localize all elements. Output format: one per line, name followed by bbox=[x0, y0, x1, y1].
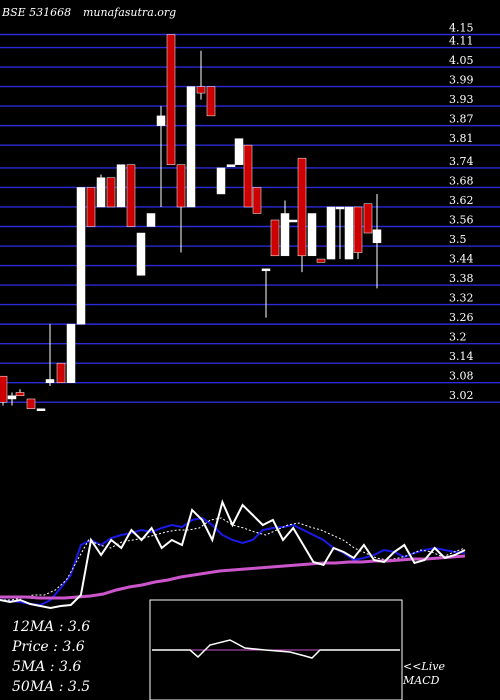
y-tick-label: 3.5 bbox=[449, 233, 467, 246]
candle-body bbox=[372, 229, 382, 244]
candle-body bbox=[126, 164, 136, 227]
candle-body bbox=[36, 408, 46, 411]
candle-body bbox=[216, 167, 226, 195]
candle-body bbox=[166, 34, 176, 165]
candle-body bbox=[66, 323, 76, 383]
candle-body bbox=[186, 86, 196, 208]
candle-body bbox=[176, 164, 186, 208]
candle-body bbox=[136, 232, 146, 276]
y-tick-label: 3.26 bbox=[449, 311, 474, 324]
legend-price: Price : 3.6 bbox=[11, 639, 85, 655]
candle-body bbox=[288, 219, 298, 223]
candle-body bbox=[156, 115, 166, 126]
legend-5ma: 5MA : 3.6 bbox=[12, 659, 81, 675]
candle-body bbox=[76, 187, 86, 325]
y-tick-label: 3.08 bbox=[449, 370, 474, 383]
candle-body bbox=[106, 177, 116, 208]
legend-50ma: 50MA : 3.5 bbox=[12, 679, 90, 695]
candle-body bbox=[326, 206, 336, 260]
candle-body bbox=[252, 187, 262, 214]
candle-body bbox=[226, 164, 236, 167]
live-label: <<Live bbox=[403, 660, 445, 673]
candle-body bbox=[344, 206, 354, 260]
candle-body bbox=[297, 157, 307, 257]
symbol-label: BSE 531668 bbox=[1, 6, 71, 19]
candle-body bbox=[363, 203, 373, 234]
candle-body bbox=[234, 138, 244, 165]
y-tick-label: 3.93 bbox=[449, 93, 474, 106]
candle-body bbox=[56, 362, 66, 383]
candle-body bbox=[0, 375, 8, 403]
candle-body bbox=[45, 379, 55, 383]
y-tick-label: 3.02 bbox=[449, 389, 474, 402]
site-label: munafasutra.org bbox=[83, 6, 176, 19]
candle-body bbox=[7, 395, 17, 400]
ma-line-12ma bbox=[0, 516, 466, 607]
candle-body bbox=[206, 86, 216, 117]
moving-average-lines bbox=[0, 498, 466, 610]
y-tick-label: 4.05 bbox=[449, 54, 474, 67]
candlestick-series bbox=[0, 34, 382, 411]
macd-panel bbox=[152, 639, 400, 659]
candle-body bbox=[96, 177, 106, 208]
y-tick-label: 3.2 bbox=[449, 331, 467, 344]
price-line bbox=[0, 498, 466, 610]
candle-body bbox=[307, 213, 317, 257]
y-tick-label: 3.99 bbox=[449, 74, 474, 87]
y-tick-label: 4.15 bbox=[449, 22, 474, 35]
y-tick-label: 3.81 bbox=[449, 132, 474, 145]
y-tick-label: 4.11 bbox=[449, 35, 474, 48]
candle-body bbox=[86, 187, 96, 227]
candle-body bbox=[316, 258, 326, 263]
macd-label: MACD bbox=[402, 674, 440, 687]
candle-body bbox=[243, 144, 253, 208]
candle-body bbox=[15, 392, 25, 396]
y-tick-label: 3.32 bbox=[449, 292, 474, 305]
candle-body bbox=[146, 213, 156, 227]
candle-body bbox=[353, 206, 363, 253]
macd-line bbox=[152, 639, 400, 659]
candle-body bbox=[270, 219, 280, 257]
y-axis-ticks: 4.154.11 4.05 3.99 3.93 3.87 3.81 3.74 3.68 3.62… bbox=[449, 22, 474, 403]
y-tick-label: 3.14 bbox=[449, 350, 474, 363]
y-tick-label: 3.74 bbox=[449, 155, 474, 168]
candle-body bbox=[280, 213, 290, 257]
candle-body bbox=[261, 268, 271, 272]
y-tick-label: 3.68 bbox=[449, 174, 474, 187]
candle-body bbox=[26, 398, 36, 409]
candle-body bbox=[335, 206, 345, 210]
y-tick-label: 3.87 bbox=[449, 113, 474, 126]
candle-body bbox=[196, 86, 206, 94]
y-tick-label: 3.44 bbox=[449, 253, 474, 266]
y-tick-label: 3.56 bbox=[449, 214, 474, 227]
y-tick-label: 3.62 bbox=[449, 194, 474, 207]
candle-body bbox=[116, 164, 126, 208]
legend-12ma: 12MA : 3.6 bbox=[12, 619, 90, 635]
y-tick-label: 3.38 bbox=[449, 272, 474, 285]
